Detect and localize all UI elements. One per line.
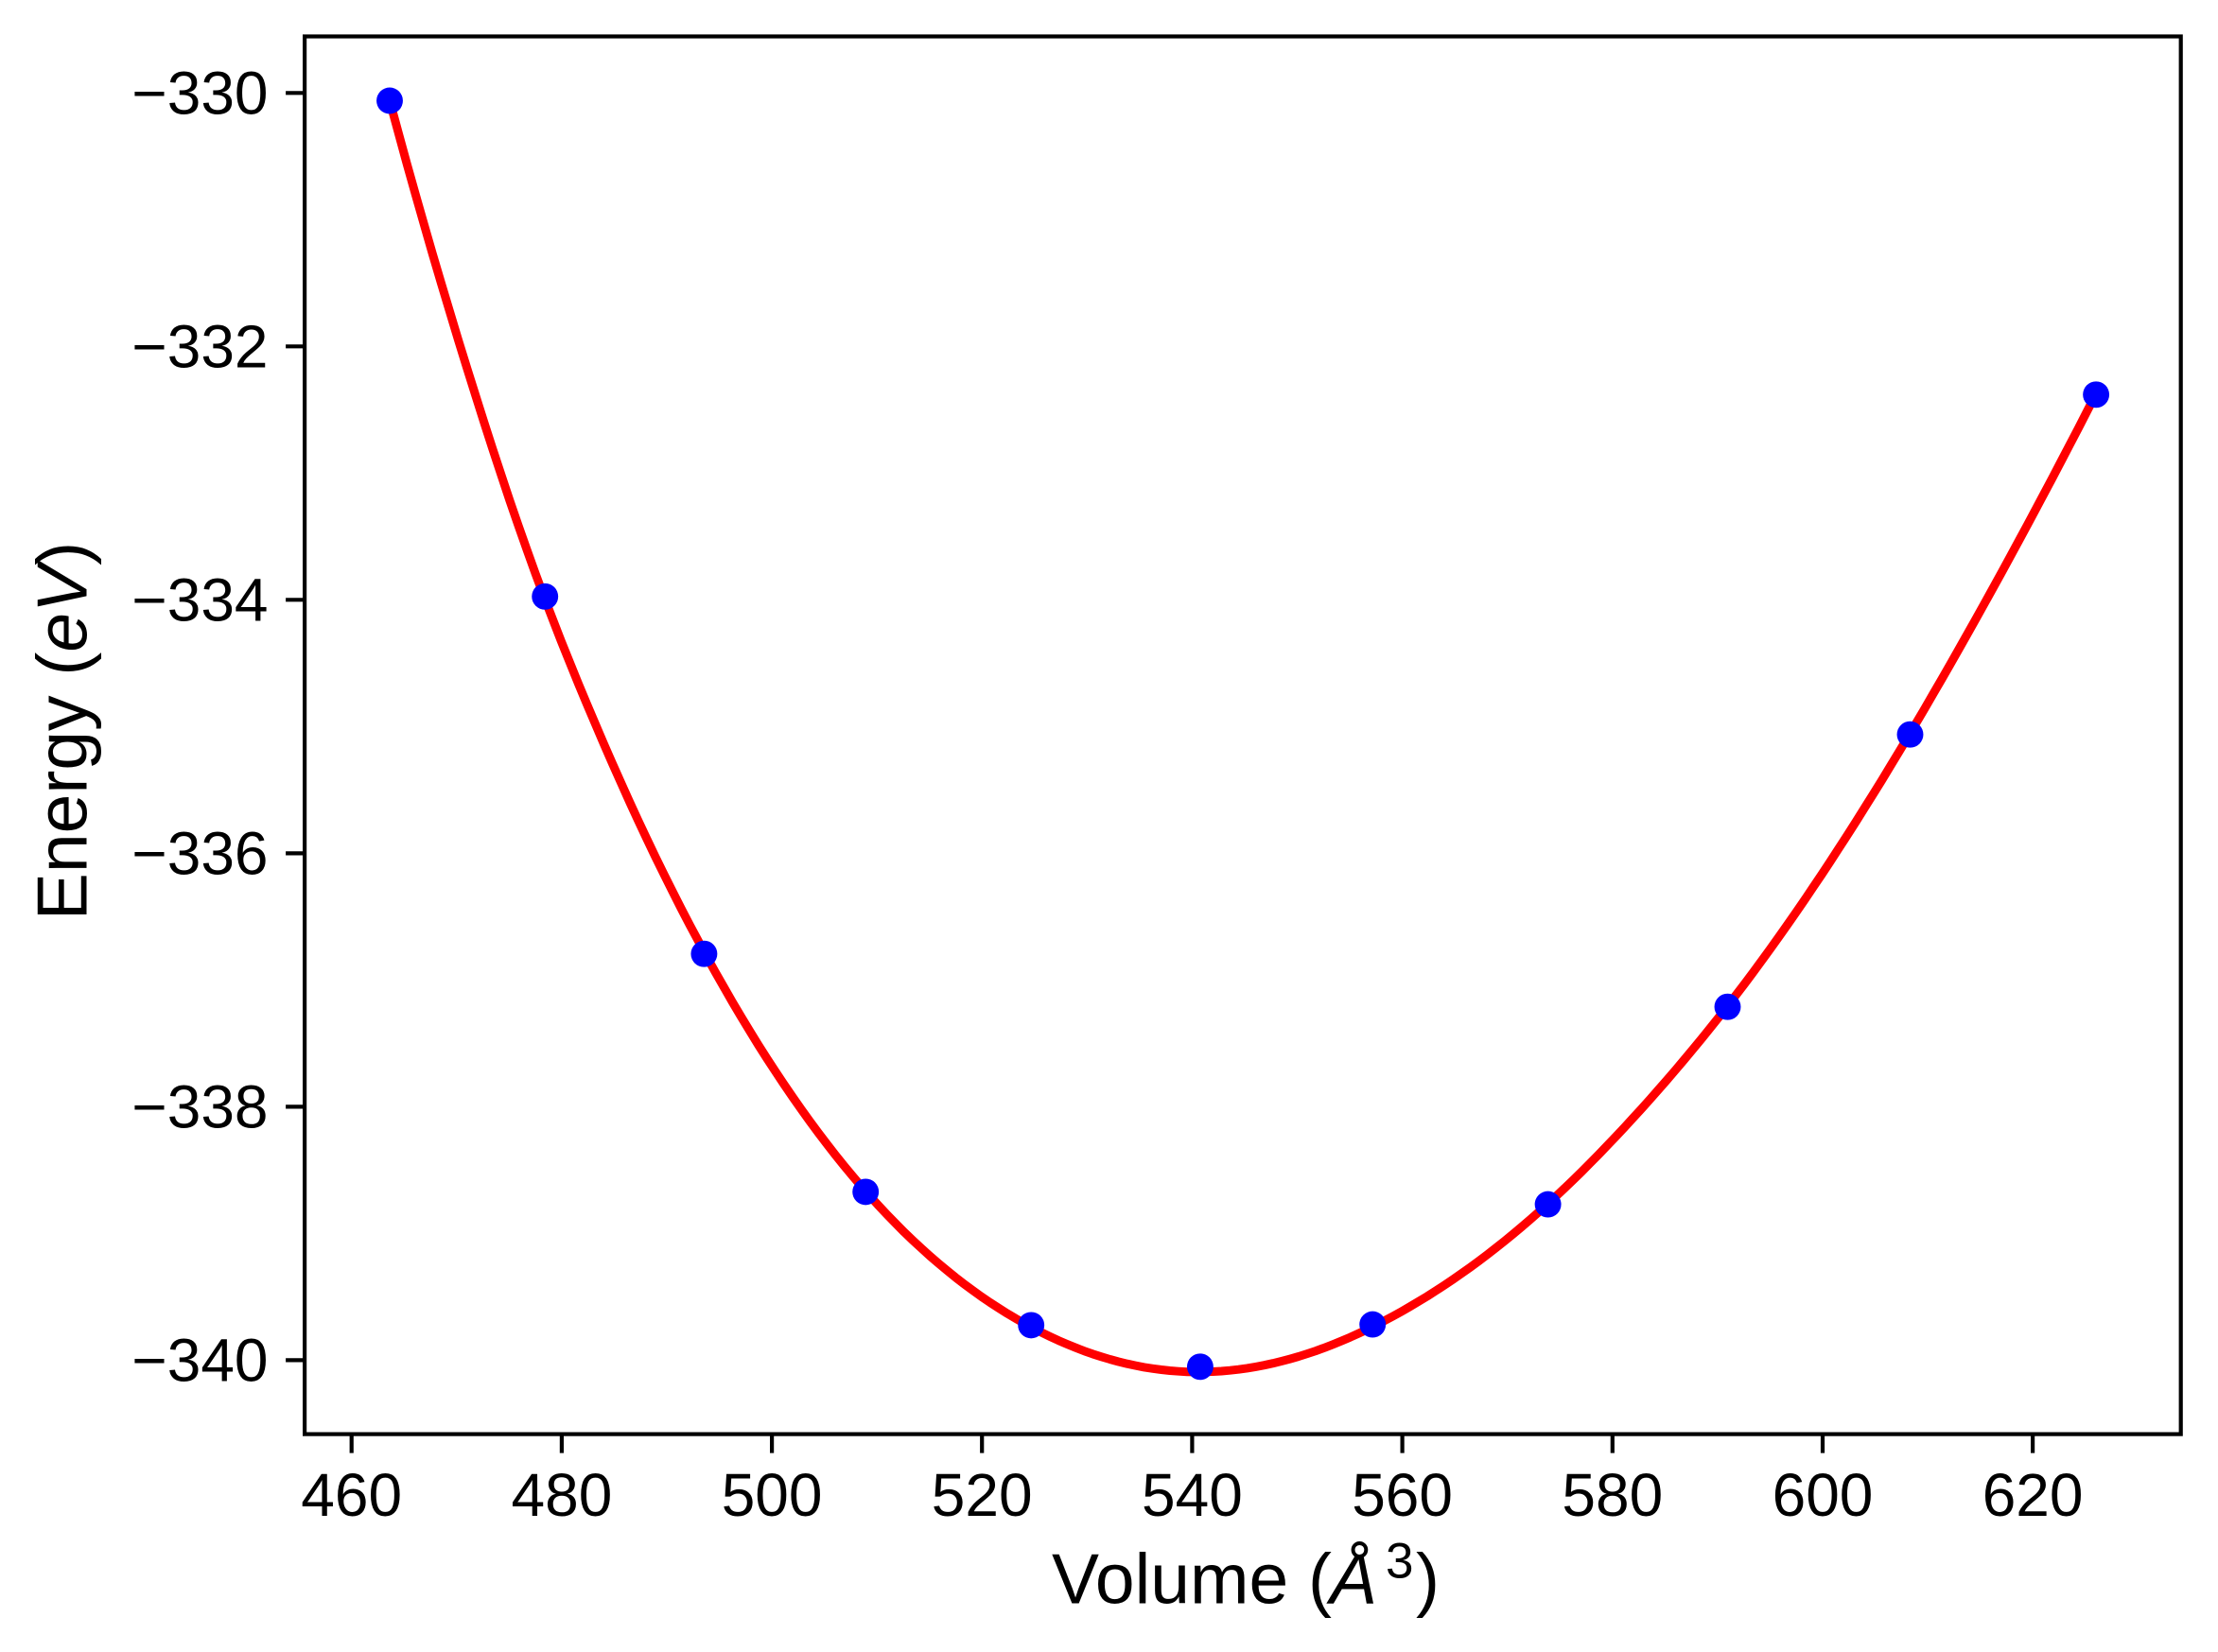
svg-text:−336: −336 bbox=[131, 819, 268, 887]
svg-text:−338: −338 bbox=[131, 1072, 268, 1140]
svg-text:): ) bbox=[1416, 1539, 1440, 1619]
svg-text:Volume (: Volume ( bbox=[1052, 1539, 1332, 1619]
svg-text:−332: −332 bbox=[131, 312, 268, 380]
svg-text:540: 540 bbox=[1142, 1461, 1243, 1529]
svg-text:Å: Å bbox=[1326, 1539, 1377, 1619]
svg-text:620: 620 bbox=[1982, 1461, 2084, 1529]
svg-text:−334: −334 bbox=[131, 565, 268, 634]
svg-text:Energy (eV): Energy (eV) bbox=[23, 542, 102, 920]
svg-text:−330: −330 bbox=[131, 59, 268, 127]
svg-text:3: 3 bbox=[1386, 1534, 1413, 1590]
svg-text:560: 560 bbox=[1352, 1461, 1453, 1529]
svg-text:500: 500 bbox=[722, 1461, 823, 1529]
svg-text:580: 580 bbox=[1562, 1461, 1663, 1529]
svg-text:−340: −340 bbox=[131, 1326, 268, 1394]
svg-text:460: 460 bbox=[301, 1461, 402, 1529]
svg-text:480: 480 bbox=[512, 1461, 613, 1529]
svg-text:600: 600 bbox=[1773, 1461, 1874, 1529]
svg-text:520: 520 bbox=[932, 1461, 1033, 1529]
